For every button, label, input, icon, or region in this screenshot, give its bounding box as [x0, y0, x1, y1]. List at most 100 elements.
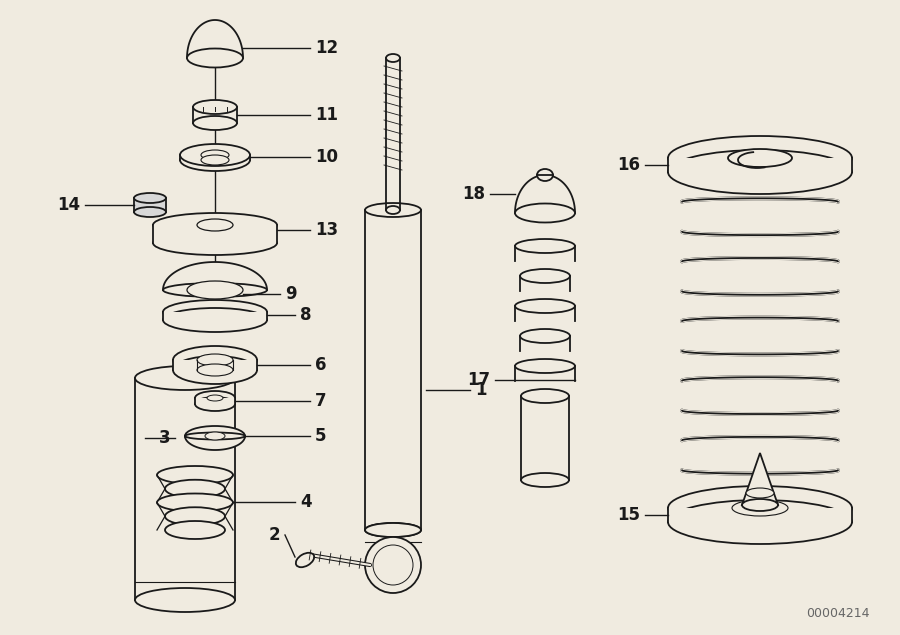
Polygon shape: [157, 502, 233, 516]
Polygon shape: [668, 158, 852, 172]
Ellipse shape: [163, 300, 267, 324]
Ellipse shape: [386, 206, 400, 214]
Ellipse shape: [135, 366, 235, 390]
Text: 17: 17: [467, 371, 490, 389]
Ellipse shape: [134, 207, 166, 217]
Ellipse shape: [205, 432, 225, 440]
Text: 1: 1: [475, 381, 487, 399]
Ellipse shape: [187, 281, 243, 299]
Polygon shape: [134, 198, 166, 212]
Ellipse shape: [197, 364, 233, 376]
Polygon shape: [163, 312, 267, 320]
Ellipse shape: [515, 239, 575, 253]
Ellipse shape: [746, 488, 774, 498]
Ellipse shape: [173, 356, 257, 384]
Text: 14: 14: [57, 196, 80, 214]
Text: 9: 9: [285, 285, 297, 303]
Ellipse shape: [195, 397, 235, 411]
Ellipse shape: [521, 389, 569, 403]
Polygon shape: [193, 107, 237, 123]
Ellipse shape: [197, 354, 233, 366]
Ellipse shape: [185, 426, 245, 446]
Ellipse shape: [207, 395, 223, 401]
Polygon shape: [173, 360, 257, 370]
Polygon shape: [515, 175, 575, 213]
Ellipse shape: [515, 359, 575, 373]
Text: 11: 11: [315, 106, 338, 124]
Ellipse shape: [153, 213, 277, 237]
Ellipse shape: [668, 486, 852, 530]
Text: 8: 8: [300, 306, 311, 324]
Polygon shape: [180, 155, 250, 160]
Ellipse shape: [520, 329, 570, 343]
Ellipse shape: [732, 500, 788, 516]
Ellipse shape: [163, 308, 267, 332]
Text: 5: 5: [315, 427, 327, 445]
Text: 00004214: 00004214: [806, 607, 870, 620]
Ellipse shape: [197, 219, 233, 231]
Polygon shape: [197, 360, 233, 370]
Ellipse shape: [153, 231, 277, 255]
Polygon shape: [515, 246, 575, 261]
Polygon shape: [165, 489, 225, 502]
Polygon shape: [153, 225, 277, 243]
Polygon shape: [521, 396, 569, 480]
Polygon shape: [365, 210, 421, 530]
Polygon shape: [165, 516, 225, 530]
Ellipse shape: [187, 48, 243, 67]
Ellipse shape: [365, 523, 421, 537]
Polygon shape: [520, 276, 570, 291]
Ellipse shape: [193, 100, 237, 114]
Polygon shape: [157, 475, 233, 489]
Text: 4: 4: [300, 493, 311, 511]
Polygon shape: [515, 306, 575, 321]
Ellipse shape: [134, 193, 166, 203]
Polygon shape: [185, 436, 245, 450]
Polygon shape: [386, 58, 400, 210]
Ellipse shape: [668, 136, 852, 180]
Ellipse shape: [180, 144, 250, 166]
Ellipse shape: [373, 545, 413, 585]
Ellipse shape: [386, 54, 400, 62]
Ellipse shape: [668, 150, 852, 194]
Ellipse shape: [521, 473, 569, 487]
Ellipse shape: [728, 149, 792, 167]
Text: 10: 10: [315, 148, 338, 166]
Ellipse shape: [173, 346, 257, 374]
Ellipse shape: [537, 169, 553, 181]
Polygon shape: [195, 398, 235, 404]
Text: 13: 13: [315, 221, 338, 239]
Text: 12: 12: [315, 39, 338, 57]
Polygon shape: [135, 378, 235, 600]
Ellipse shape: [165, 480, 225, 498]
Ellipse shape: [135, 588, 235, 612]
Polygon shape: [520, 336, 570, 351]
Ellipse shape: [379, 551, 407, 579]
Text: 2: 2: [268, 526, 280, 544]
Polygon shape: [742, 453, 778, 505]
Ellipse shape: [742, 499, 778, 511]
Polygon shape: [187, 20, 243, 58]
Ellipse shape: [201, 150, 229, 160]
Ellipse shape: [365, 537, 421, 593]
Ellipse shape: [515, 203, 575, 222]
Ellipse shape: [520, 269, 570, 283]
Text: 3: 3: [158, 429, 170, 447]
Text: 18: 18: [462, 185, 485, 203]
Text: 16: 16: [617, 156, 640, 174]
Ellipse shape: [365, 523, 421, 537]
Ellipse shape: [180, 149, 250, 171]
Ellipse shape: [515, 299, 575, 313]
Ellipse shape: [157, 466, 233, 484]
Ellipse shape: [163, 283, 267, 297]
Ellipse shape: [195, 391, 235, 405]
Ellipse shape: [165, 521, 225, 539]
Text: 7: 7: [315, 392, 327, 410]
Text: 15: 15: [617, 506, 640, 524]
Ellipse shape: [668, 500, 852, 544]
Polygon shape: [668, 508, 852, 522]
Ellipse shape: [296, 553, 314, 567]
Ellipse shape: [201, 155, 229, 165]
Ellipse shape: [365, 203, 421, 217]
Text: 6: 6: [315, 356, 327, 374]
